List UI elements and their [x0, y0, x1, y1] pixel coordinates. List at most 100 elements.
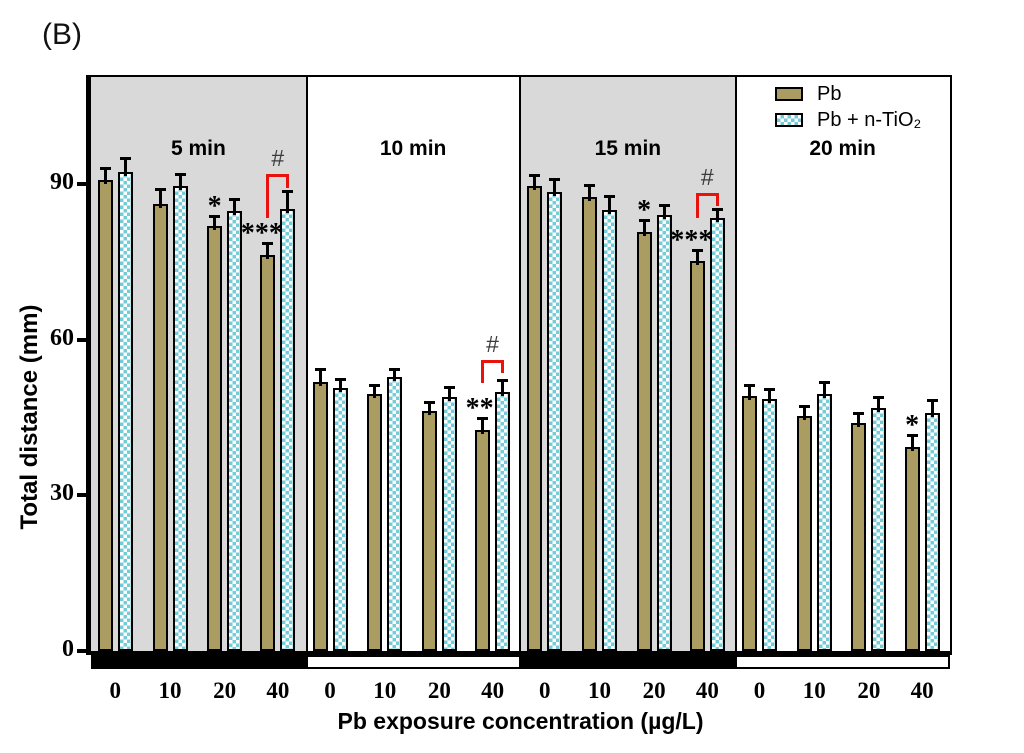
bar-tio2-10-min-0 [332, 388, 348, 651]
significance-marker: ** [465, 392, 494, 424]
panel-title-5-min: 5 min [170, 137, 226, 160]
error-bar-stem [768, 389, 772, 403]
error-bar-stem [233, 198, 237, 215]
hash-marker: # [700, 163, 714, 190]
error-bar-cap [873, 396, 885, 400]
error-bar-cap [443, 386, 455, 390]
error-bar-cap [99, 166, 111, 170]
bar-tio2-10-min-20 [441, 396, 457, 651]
photoperiod-band-dark [520, 655, 736, 669]
error-bar-stem [103, 167, 107, 184]
error-bar-cap [638, 218, 650, 222]
bar-tio2-15-min-0 [547, 191, 563, 651]
y-tick-mark [77, 181, 86, 186]
error-bar-stem [695, 250, 699, 265]
error-bar-cap [154, 187, 166, 191]
x-tick-label: 40 [481, 678, 505, 703]
error-bar-cap [906, 434, 918, 438]
error-bar-cap [282, 190, 294, 194]
x-tick-label: 10 [802, 678, 826, 703]
error-bar-stem [642, 219, 646, 237]
error-bar-stem [588, 184, 592, 202]
bar-tio2-20-min-40 [924, 412, 940, 651]
error-bar-stem [427, 402, 431, 415]
photoperiod-band-light [305, 655, 521, 669]
panel-title-10-min: 10 min [379, 137, 447, 160]
error-bar-cap [334, 377, 346, 381]
error-bar-stem [533, 174, 537, 190]
error-bar-cap [711, 207, 723, 211]
error-bar-stem [930, 400, 934, 417]
x-tick-label: 0 [753, 678, 766, 703]
legend-row: Pb [775, 82, 842, 105]
x-tick-label: 40 [910, 678, 934, 703]
bar-tio2-5-min-0 [117, 171, 133, 651]
bar-pb-20-min-10 [796, 415, 812, 651]
legend-row: Pb + n-TiO₂ [775, 109, 921, 131]
error-bar-stem [910, 435, 914, 452]
bar-pb-5-min-40 [260, 255, 276, 651]
error-bar-stem [715, 208, 719, 223]
error-bar-stem [393, 369, 397, 382]
x-tick-label: 40 [266, 678, 290, 703]
bracket-right-leg [501, 359, 505, 373]
bar-pb-10-min-0 [312, 381, 328, 651]
bracket-left-leg [481, 359, 485, 384]
error-bar-stem [822, 382, 826, 398]
error-bar-stem [857, 413, 861, 427]
x-axis-title: Pb exposure concentration (µg/L) [337, 708, 704, 734]
error-bar-cap [529, 173, 541, 177]
error-bar-stem [608, 195, 612, 214]
legend-label: Pb [817, 82, 842, 105]
bar-tio2-5-min-10 [172, 185, 188, 651]
panel-title-20-min: 20 min [809, 137, 876, 160]
error-bar-stem [123, 158, 127, 176]
legend-swatch-tio2 [775, 113, 803, 127]
bar-pb-10-min-20 [421, 410, 437, 651]
legend-swatch-pb [775, 87, 803, 101]
x-tick-label: 20 [857, 678, 881, 703]
x-tick-label: 0 [539, 678, 551, 703]
error-bar-stem [662, 204, 666, 220]
error-bar-stem [213, 215, 217, 231]
error-bar-cap [764, 388, 776, 392]
bar-tio2-10-min-40 [495, 392, 511, 651]
hash-marker: # [486, 330, 499, 357]
x-tick-label: 10 [373, 678, 397, 703]
x-tick-label: 0 [109, 678, 122, 703]
y-tick-label: 30 [50, 480, 74, 507]
error-bar-cap [549, 178, 561, 182]
x-tick-label: 20 [427, 678, 451, 703]
y-tick-mark [77, 493, 86, 498]
error-bar-cap [744, 384, 756, 388]
error-bar-cap [497, 379, 509, 383]
y-tick-label: 60 [50, 324, 74, 351]
error-bar-stem [553, 179, 557, 196]
error-bar-stem [318, 369, 322, 386]
error-bar-stem [748, 385, 752, 400]
error-bar-cap [229, 197, 241, 201]
error-bar-stem [447, 387, 451, 401]
x-tick-label: 10 [588, 678, 612, 703]
bar-tio2-5-min-40 [280, 209, 296, 651]
error-bar-stem [481, 417, 485, 434]
bar-pb-5-min-20 [207, 226, 223, 651]
bar-pb-10-min-40 [475, 429, 491, 651]
bar-pb-20-min-20 [851, 422, 867, 651]
y-axis-title: Total distance (mm) [16, 304, 43, 530]
significance-marker: * [207, 190, 222, 222]
panel-title-15-min: 15 min [594, 137, 662, 160]
y-tick-label: 90 [50, 168, 74, 195]
error-bar-cap [423, 401, 435, 405]
bracket-top [266, 173, 290, 177]
bar-tio2-15-min-20 [656, 215, 672, 651]
bracket-top [481, 359, 505, 363]
error-bar-stem [877, 397, 881, 413]
bar-pb-15-min-0 [527, 185, 543, 651]
error-bar-cap [798, 405, 810, 409]
bar-tio2-10-min-10 [387, 377, 403, 651]
bar-tio2-20-min-20 [871, 408, 887, 651]
error-bar-cap [174, 173, 186, 177]
bar-tio2-15-min-10 [602, 209, 618, 651]
